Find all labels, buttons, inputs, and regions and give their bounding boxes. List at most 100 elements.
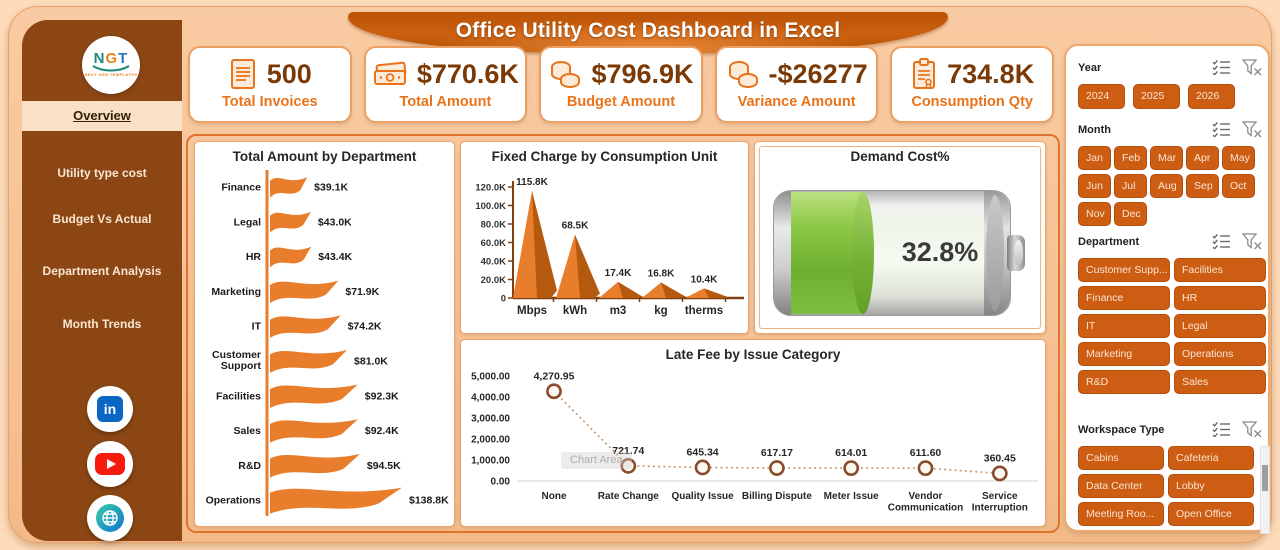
slicer-button-marketing[interactable]: Marketing [1078, 342, 1170, 366]
kpi-value: $770.6K [416, 58, 519, 89]
logo: NGT NEXT GEN TEMPLATES [82, 36, 140, 94]
slicer-scrollbar-thumb[interactable] [1262, 465, 1268, 491]
globe-icon [96, 504, 124, 532]
svg-text:611.60: 611.60 [910, 447, 942, 459]
late-fee-line-chart: 0.00 1,000.00 2,000.00 3,000.00 4,000.00 5,00… [471, 370, 1038, 514]
slicer-button-2026[interactable]: 2026 [1188, 84, 1235, 109]
slicer-scrollbar[interactable] [1260, 446, 1270, 534]
chart-title: Total Amount by Department [232, 149, 417, 164]
sidebar-item-overview[interactable]: Overview [22, 101, 182, 131]
svg-text:$43.4K: $43.4K [318, 251, 352, 263]
svg-text:360.45: 360.45 [984, 452, 1016, 464]
svg-text:Marketing: Marketing [211, 286, 261, 298]
slicer-button-meeting-roo[interactable]: Meeting Roo... [1078, 502, 1164, 526]
slicer-button-sep[interactable]: Sep [1186, 174, 1219, 198]
svg-text:4,270.95: 4,270.95 [534, 370, 575, 382]
charts-frame [186, 134, 1060, 533]
gauge-value: 32.8% [901, 237, 979, 267]
invoice-icon [230, 59, 255, 89]
svg-text:HR: HR [245, 251, 261, 263]
svg-text:$92.4K: $92.4K [364, 425, 398, 437]
clear-filter-icon[interactable] [1241, 121, 1262, 143]
slicer-month: Month Jan Feb Mar Apr May Jun Jul Aug Sep Oct Nov De… [1066, 120, 1272, 226]
chart-title: Late Fee by Issue Category [665, 347, 841, 362]
multi-select-icon[interactable] [1212, 233, 1231, 255]
sidebar-item-month-trends[interactable]: Month Trends [62, 317, 142, 331]
svg-text:$81.0K: $81.0K [354, 356, 388, 368]
slicer-button-operations[interactable]: Operations [1174, 342, 1266, 366]
slicer-button-legal[interactable]: Legal [1174, 314, 1266, 338]
svg-text:40.0K: 40.0K [481, 257, 506, 268]
svg-text:kWh: kWh [563, 305, 587, 317]
svg-text:68.5K: 68.5K [562, 221, 589, 232]
slicer-button-2024[interactable]: 2024 [1078, 84, 1125, 109]
slicer-button-hr[interactable]: HR [1174, 286, 1266, 310]
coins-icon [551, 61, 581, 89]
slicer-button-open-office[interactable]: Open Office [1168, 502, 1254, 526]
svg-text:$71.9K: $71.9K [345, 286, 379, 298]
clear-filter-icon[interactable] [1241, 233, 1262, 255]
kpi-card-total-amount: $770.6K Total Amount [363, 46, 528, 123]
slicer-button-finance[interactable]: Finance [1078, 286, 1170, 310]
slicer-button-sales[interactable]: Sales [1174, 370, 1266, 394]
slicer-button-nov[interactable]: Nov [1078, 202, 1111, 226]
pyramid-chart: 0 20.0K 40.0K 60.0K 80.0K 100.0K 120.0K 115.8K M… [475, 177, 744, 317]
svg-text:Communication: Communication [888, 503, 964, 514]
kpi-card-total-invoices: 500 Total Invoices [188, 46, 352, 123]
slicer-button-data-center[interactable]: Data Center [1078, 474, 1164, 498]
page-title: Office Utility Cost Dashboard in Excel [455, 19, 841, 42]
slicer-button-r-d[interactable]: R&D [1078, 370, 1170, 394]
svg-text:4,000.00: 4,000.00 [471, 393, 510, 404]
svg-text:3,000.00: 3,000.00 [471, 414, 510, 425]
sidebar-item-budget-vs-actual[interactable]: Budget Vs Actual [52, 212, 152, 226]
slicer-button-may[interactable]: May [1222, 146, 1255, 170]
logo-text: NGT [93, 50, 129, 67]
youtube-button[interactable] [87, 441, 133, 487]
slicer-button-oct[interactable]: Oct [1222, 174, 1255, 198]
svg-text:617.17: 617.17 [761, 447, 793, 459]
slicer-button-aug[interactable]: Aug [1150, 174, 1183, 198]
svg-text:1,000.00: 1,000.00 [471, 456, 510, 467]
slicer-button-jul[interactable]: Jul [1114, 174, 1147, 198]
slicer-button-facilities[interactable]: Facilities [1174, 258, 1266, 282]
svg-text:Rate Change: Rate Change [598, 491, 660, 502]
slicer-button-jan[interactable]: Jan [1078, 146, 1111, 170]
website-button[interactable] [87, 495, 133, 541]
multi-select-icon[interactable] [1212, 121, 1231, 143]
svg-text:Sales: Sales [233, 425, 261, 437]
kpi-label: Budget Amount [566, 94, 676, 110]
clear-filter-icon[interactable] [1241, 59, 1262, 81]
slicer-button-2025[interactable]: 2025 [1133, 84, 1180, 109]
svg-text:100.0K: 100.0K [475, 201, 506, 212]
slicer-button-dec[interactable]: Dec [1114, 202, 1147, 226]
slicer-department: Department Customer Supp... Facilities Fina… [1066, 232, 1272, 394]
chart-area-tooltip: Chart Area [561, 452, 632, 469]
kpi-value: -$26277 [768, 58, 868, 89]
slicer-title: Year [1078, 62, 1102, 74]
svg-text:Finance: Finance [221, 182, 261, 194]
slicer-button-apr[interactable]: Apr [1186, 146, 1219, 170]
kpi-card-consumption-qty: 734.8K Consumption Qty [890, 46, 1054, 123]
logo-swoosh-icon [92, 65, 130, 72]
slicer-title: Month [1078, 124, 1111, 136]
slicer-button-lobby[interactable]: Lobby [1168, 474, 1254, 498]
slicer-button-customer-supp[interactable]: Customer Supp... [1078, 258, 1170, 282]
sidebar-item-utility-type-cost[interactable]: Utility type cost [57, 166, 147, 180]
coins-icon [728, 61, 758, 89]
slicer-button-cafeteria[interactable]: Cafeteria [1168, 446, 1254, 470]
multi-select-icon[interactable] [1212, 421, 1231, 443]
sidebar-item-department-analysis[interactable]: Department Analysis [42, 264, 162, 278]
slicer-button-cabins[interactable]: Cabins [1078, 446, 1164, 470]
chart-title: Demand Cost% [850, 149, 950, 164]
slicer-button-feb[interactable]: Feb [1114, 146, 1147, 170]
svg-text:614.01: 614.01 [835, 447, 867, 459]
clear-filter-icon[interactable] [1241, 421, 1262, 443]
battery-gauge: 32.8% [773, 190, 1025, 316]
linkedin-button[interactable]: in [87, 386, 133, 432]
slicer-year: Year 2024 2025 2026 [1066, 58, 1272, 109]
slicer-button-it[interactable]: IT [1078, 314, 1170, 338]
multi-select-icon[interactable] [1212, 59, 1231, 81]
slicer-button-mar[interactable]: Mar [1150, 146, 1183, 170]
slicer-button-jun[interactable]: Jun [1078, 174, 1111, 198]
